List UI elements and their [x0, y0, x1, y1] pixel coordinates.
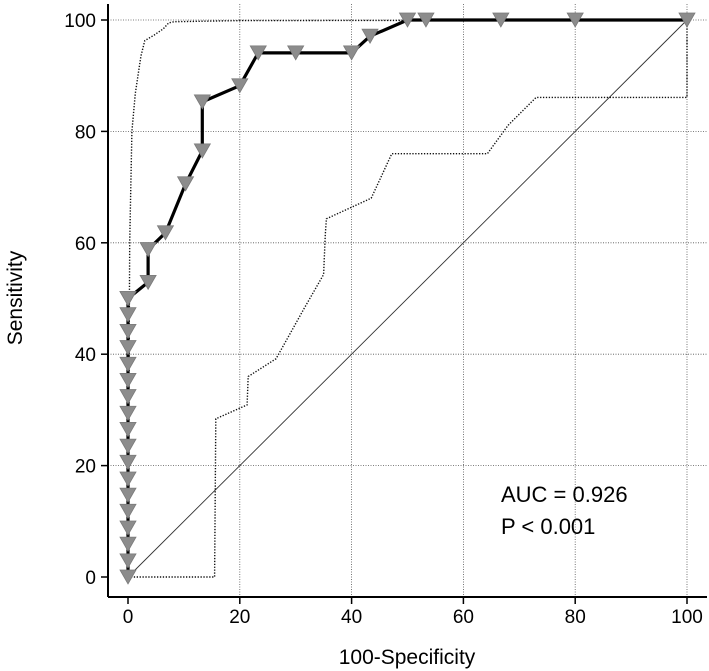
- roc-point: [139, 242, 157, 258]
- roc-point: [492, 12, 510, 28]
- roc-point: [119, 553, 137, 569]
- y-tick-label: 100: [64, 11, 96, 32]
- roc-point: [398, 12, 417, 28]
- roc-point: [139, 274, 157, 291]
- roc-point: [119, 569, 137, 585]
- roc-point: [249, 45, 267, 61]
- y-axis-title: Sensitivity: [4, 250, 27, 345]
- x-tick-label: 20: [229, 607, 250, 628]
- roc-point: [119, 307, 137, 323]
- roc-point: [119, 421, 137, 438]
- p-value-annotation: P < 0.001: [501, 514, 595, 539]
- roc-point: [417, 12, 435, 28]
- roc-point: [342, 45, 361, 61]
- tick-labels: 0 20 40 60 80 100 0 20 40 60 80 100: [64, 11, 703, 628]
- roc-point: [566, 12, 584, 28]
- reference-diagonal: [127, 19, 688, 578]
- roc-point: [119, 340, 137, 356]
- roc-point: [119, 520, 137, 536]
- x-tick-label: 40: [341, 607, 362, 628]
- roc-curve: [126, 18, 687, 577]
- auc-annotation: AUC = 0.926: [501, 482, 628, 507]
- grid-lines: [108, 4, 707, 597]
- axes: [101, 4, 707, 604]
- roc-point: [119, 323, 137, 340]
- roc-point: [119, 487, 137, 503]
- roc-point: [361, 28, 379, 44]
- roc-point: [119, 291, 137, 307]
- roc-point: [119, 405, 137, 422]
- roc-point: [119, 503, 137, 520]
- roc-point: [287, 45, 305, 61]
- roc-point: [119, 372, 137, 389]
- y-tick-label: 20: [75, 457, 96, 478]
- roc-point: [193, 94, 212, 110]
- roc-point: [678, 12, 696, 28]
- y-tick-label: 80: [75, 122, 96, 143]
- y-tick-label: 60: [75, 234, 96, 255]
- roc-point: [119, 471, 137, 487]
- roc-point: [119, 389, 137, 405]
- x-tick-label: 100: [671, 607, 703, 628]
- confidence-bounds: [127, 19, 688, 578]
- x-tick-label: 0: [123, 607, 134, 628]
- roc-point: [119, 536, 137, 552]
- roc-point: [231, 78, 249, 94]
- ci-bound-line-2: [128, 20, 688, 578]
- roc-point: [156, 225, 175, 241]
- ci-bound-line-1: [127, 19, 688, 578]
- y-tick-label: 40: [75, 345, 96, 366]
- roc-point: [176, 176, 195, 192]
- roc-point: [119, 438, 137, 454]
- roc-point: [193, 143, 212, 159]
- x-tick-label: 80: [565, 607, 586, 628]
- roc-line: [126, 18, 687, 577]
- roc-point: [119, 356, 137, 373]
- x-tick-label: 60: [453, 607, 474, 628]
- reference-line: [127, 19, 688, 578]
- x-axis-title: 100-Specificity: [339, 646, 476, 669]
- roc-point: [119, 454, 137, 471]
- roc-markers: [119, 12, 696, 585]
- y-tick-label: 0: [85, 568, 96, 589]
